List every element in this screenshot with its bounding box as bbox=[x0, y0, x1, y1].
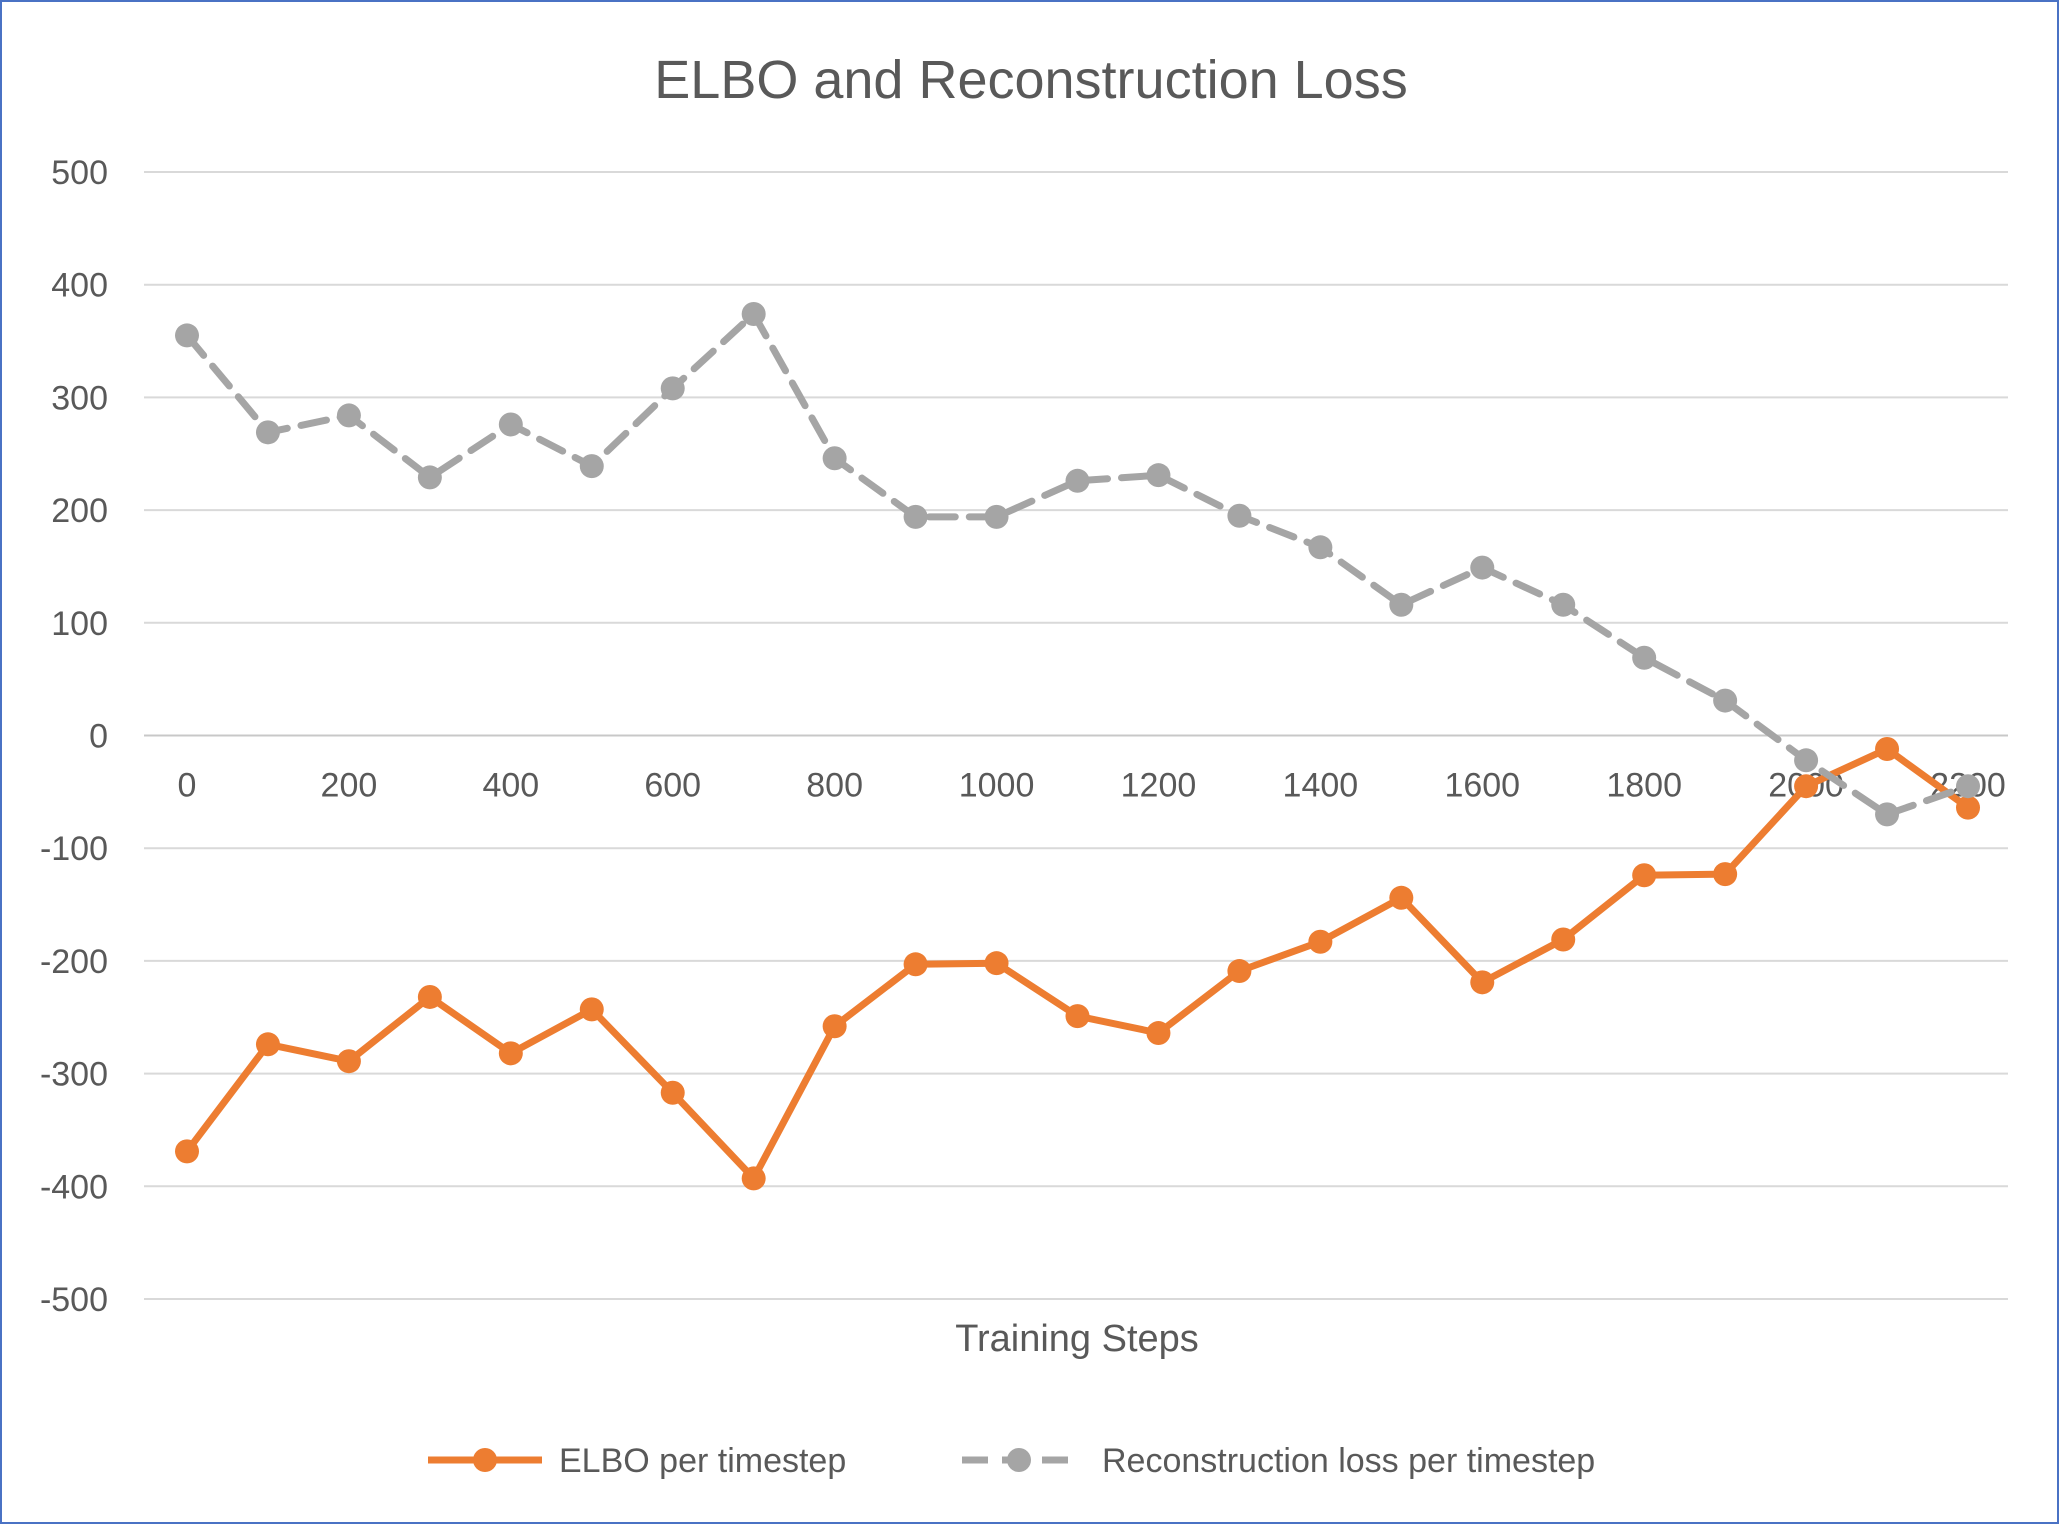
y-tick-label: -500 bbox=[40, 1281, 108, 1319]
data-point bbox=[1389, 592, 1414, 617]
chart-title: ELBO and Reconstruction Loss bbox=[654, 50, 1407, 110]
legend-label: ELBO per timestep bbox=[559, 1442, 846, 1480]
data-point bbox=[1713, 688, 1738, 713]
y-tick-label: -100 bbox=[40, 830, 108, 868]
data-point bbox=[336, 1049, 361, 1074]
y-tick-label: 100 bbox=[51, 605, 108, 643]
data-point bbox=[1632, 863, 1657, 888]
x-tick-label: 800 bbox=[806, 767, 863, 805]
legend-entry: ELBO per timestep bbox=[428, 1442, 846, 1480]
data-point bbox=[579, 997, 604, 1022]
y-tick-label: 500 bbox=[51, 154, 108, 192]
data-point bbox=[660, 1080, 685, 1105]
x-tick-label: 200 bbox=[321, 767, 378, 805]
y-tick-label: 400 bbox=[51, 267, 108, 305]
x-axis-ticks: 0200400600800100012001400160018002000220… bbox=[178, 767, 2006, 805]
gridlines bbox=[144, 171, 2008, 1300]
data-point bbox=[1794, 748, 1819, 773]
data-point bbox=[1065, 468, 1090, 493]
data-point bbox=[1551, 592, 1576, 617]
series-elbo bbox=[175, 737, 1980, 1191]
data-point bbox=[984, 504, 1009, 529]
legend-label: Reconstruction loss per timestep bbox=[1102, 1442, 1595, 1480]
data-point bbox=[903, 952, 928, 977]
data-point bbox=[255, 1032, 280, 1057]
x-tick-label: 1600 bbox=[1444, 767, 1520, 805]
series-layer bbox=[175, 302, 1980, 1191]
series-line bbox=[184, 745, 1971, 1182]
data-point bbox=[1875, 802, 1900, 827]
x-tick-label: 600 bbox=[644, 767, 701, 805]
y-tick-label: -200 bbox=[40, 943, 108, 981]
data-point bbox=[1065, 1004, 1090, 1029]
data-point bbox=[579, 454, 604, 479]
data-point bbox=[741, 1166, 766, 1191]
data-point bbox=[984, 951, 1009, 976]
data-point bbox=[498, 1041, 523, 1066]
data-point bbox=[1389, 885, 1414, 910]
legend: ELBO per timestep Reconstruction loss per… bbox=[428, 1442, 1595, 1480]
y-tick-label: 0 bbox=[89, 718, 108, 756]
data-point bbox=[660, 376, 685, 401]
data-point bbox=[1227, 503, 1252, 528]
data-point bbox=[498, 412, 523, 437]
data-point bbox=[903, 504, 928, 529]
data-point bbox=[417, 984, 442, 1009]
y-tick-label: 300 bbox=[51, 379, 108, 417]
data-point bbox=[1794, 774, 1819, 799]
y-axis-ticks: 500 400 300 200 100 0 -100 -200 -300 -400 -500 bbox=[40, 154, 108, 1319]
x-axis-label: Training Steps bbox=[955, 1318, 1199, 1360]
legend-swatch-marker bbox=[473, 1448, 497, 1472]
x-tick-label: 1000 bbox=[959, 767, 1035, 805]
x-tick-label: 1800 bbox=[1606, 767, 1682, 805]
y-tick-label: -300 bbox=[40, 1056, 108, 1094]
x-tick-label: 1200 bbox=[1121, 767, 1197, 805]
data-point bbox=[741, 302, 766, 327]
y-tick-label: 200 bbox=[51, 492, 108, 530]
data-point bbox=[1470, 555, 1495, 580]
data-point bbox=[336, 403, 361, 428]
data-point bbox=[822, 446, 847, 471]
data-point bbox=[1713, 862, 1738, 887]
series-line bbox=[183, 310, 1972, 818]
data-point bbox=[175, 323, 199, 348]
x-tick-label: 0 bbox=[178, 767, 197, 805]
legend-entry: Reconstruction loss per timestep bbox=[962, 1442, 1595, 1480]
data-point bbox=[1632, 645, 1657, 670]
data-point bbox=[1551, 927, 1576, 952]
data-point bbox=[255, 420, 280, 445]
x-tick-label: 400 bbox=[482, 767, 539, 805]
series-reconstruction-loss bbox=[175, 302, 1980, 827]
data-point bbox=[175, 1139, 199, 1164]
data-point bbox=[1956, 774, 1980, 799]
data-point bbox=[1875, 737, 1900, 762]
data-point bbox=[1470, 970, 1495, 995]
data-point bbox=[417, 465, 442, 490]
data-point bbox=[822, 1014, 847, 1039]
legend-swatch-marker bbox=[1007, 1448, 1031, 1472]
data-point bbox=[1227, 959, 1252, 984]
data-point bbox=[1308, 535, 1333, 560]
data-point bbox=[1956, 795, 1980, 820]
x-tick-label: 1400 bbox=[1283, 767, 1359, 805]
data-point bbox=[1146, 1021, 1171, 1046]
data-point bbox=[1146, 463, 1171, 488]
data-point bbox=[1308, 929, 1333, 954]
y-tick-label: -400 bbox=[40, 1168, 108, 1206]
